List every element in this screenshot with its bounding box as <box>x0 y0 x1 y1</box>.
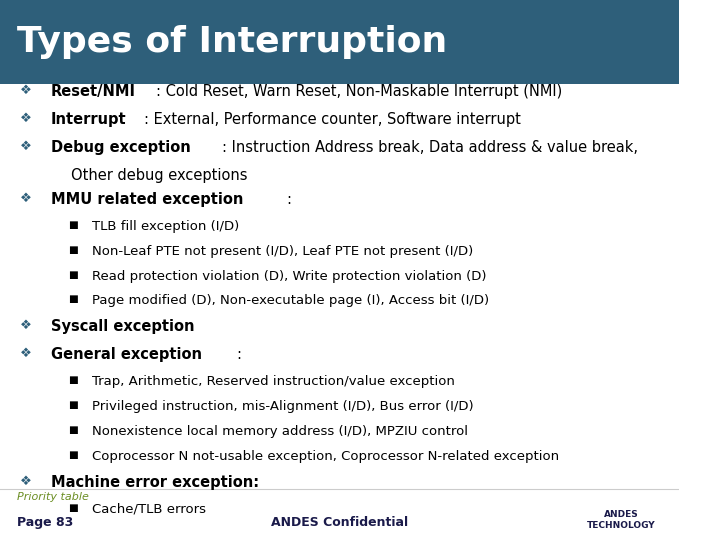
Text: Priority table: Priority table <box>17 492 89 503</box>
Text: ■: ■ <box>68 450 78 460</box>
Text: General exception: General exception <box>51 347 202 362</box>
Text: Page modified (D), Non-executable page (I), Access bit (I/D): Page modified (D), Non-executable page (… <box>91 294 489 307</box>
Text: Debug exception: Debug exception <box>51 140 191 155</box>
Text: ANDES Confidential: ANDES Confidential <box>271 516 408 529</box>
Text: Reset/NMI: Reset/NMI <box>51 84 136 99</box>
Text: ■: ■ <box>68 245 78 255</box>
Text: ■: ■ <box>68 503 78 513</box>
Text: Machine error exception:: Machine error exception: <box>51 475 259 490</box>
Text: Privileged instruction, mis-Alignment (I/D), Bus error (I/D): Privileged instruction, mis-Alignment (I… <box>91 400 473 413</box>
Text: Trap, Arithmetic, Reserved instruction/value exception: Trap, Arithmetic, Reserved instruction/v… <box>91 375 454 388</box>
Text: ❖: ❖ <box>20 347 32 360</box>
Text: MMU related exception: MMU related exception <box>51 192 243 207</box>
Text: ANDES
TECHNOLOGY: ANDES TECHNOLOGY <box>587 510 655 530</box>
Text: Page 83: Page 83 <box>17 516 73 529</box>
Text: Types of Interruption: Types of Interruption <box>17 25 447 59</box>
Text: Syscall exception: Syscall exception <box>51 319 194 334</box>
Text: ■: ■ <box>68 220 78 230</box>
Text: : Instruction Address break, Data address & value break,: : Instruction Address break, Data addres… <box>222 140 639 155</box>
Text: :: : <box>236 347 241 362</box>
Text: Read protection violation (D), Write protection violation (D): Read protection violation (D), Write pro… <box>91 269 486 282</box>
Text: ■: ■ <box>68 375 78 386</box>
Text: : Cold Reset, Warn Reset, Non-Maskable Interrupt (NMI): : Cold Reset, Warn Reset, Non-Maskable I… <box>156 84 562 99</box>
Text: Other debug exceptions: Other debug exceptions <box>71 168 248 183</box>
Text: :: : <box>287 192 292 207</box>
Text: Nonexistence local memory address (I/D), MPZIU control: Nonexistence local memory address (I/D),… <box>91 425 468 438</box>
Text: ■: ■ <box>68 400 78 410</box>
Text: ■: ■ <box>68 294 78 305</box>
Text: ❖: ❖ <box>20 112 32 125</box>
Text: Cache/TLB errors: Cache/TLB errors <box>91 503 206 516</box>
Text: Interrupt: Interrupt <box>51 112 127 127</box>
Text: Coprocessor N not-usable exception, Coprocessor N-related exception: Coprocessor N not-usable exception, Copr… <box>91 450 559 463</box>
Text: ❖: ❖ <box>20 140 32 153</box>
Text: ❖: ❖ <box>20 84 32 97</box>
Text: ■: ■ <box>68 269 78 280</box>
Text: TLB fill exception (I/D): TLB fill exception (I/D) <box>91 220 239 233</box>
Text: ❖: ❖ <box>20 192 32 205</box>
Text: ❖: ❖ <box>20 475 32 488</box>
Text: ❖: ❖ <box>20 319 32 332</box>
Text: ■: ■ <box>68 425 78 435</box>
FancyBboxPatch shape <box>0 0 679 84</box>
Text: Non-Leaf PTE not present (I/D), Leaf PTE not present (I/D): Non-Leaf PTE not present (I/D), Leaf PTE… <box>91 245 473 258</box>
Text: : External, Performance counter, Software interrupt: : External, Performance counter, Softwar… <box>145 112 521 127</box>
